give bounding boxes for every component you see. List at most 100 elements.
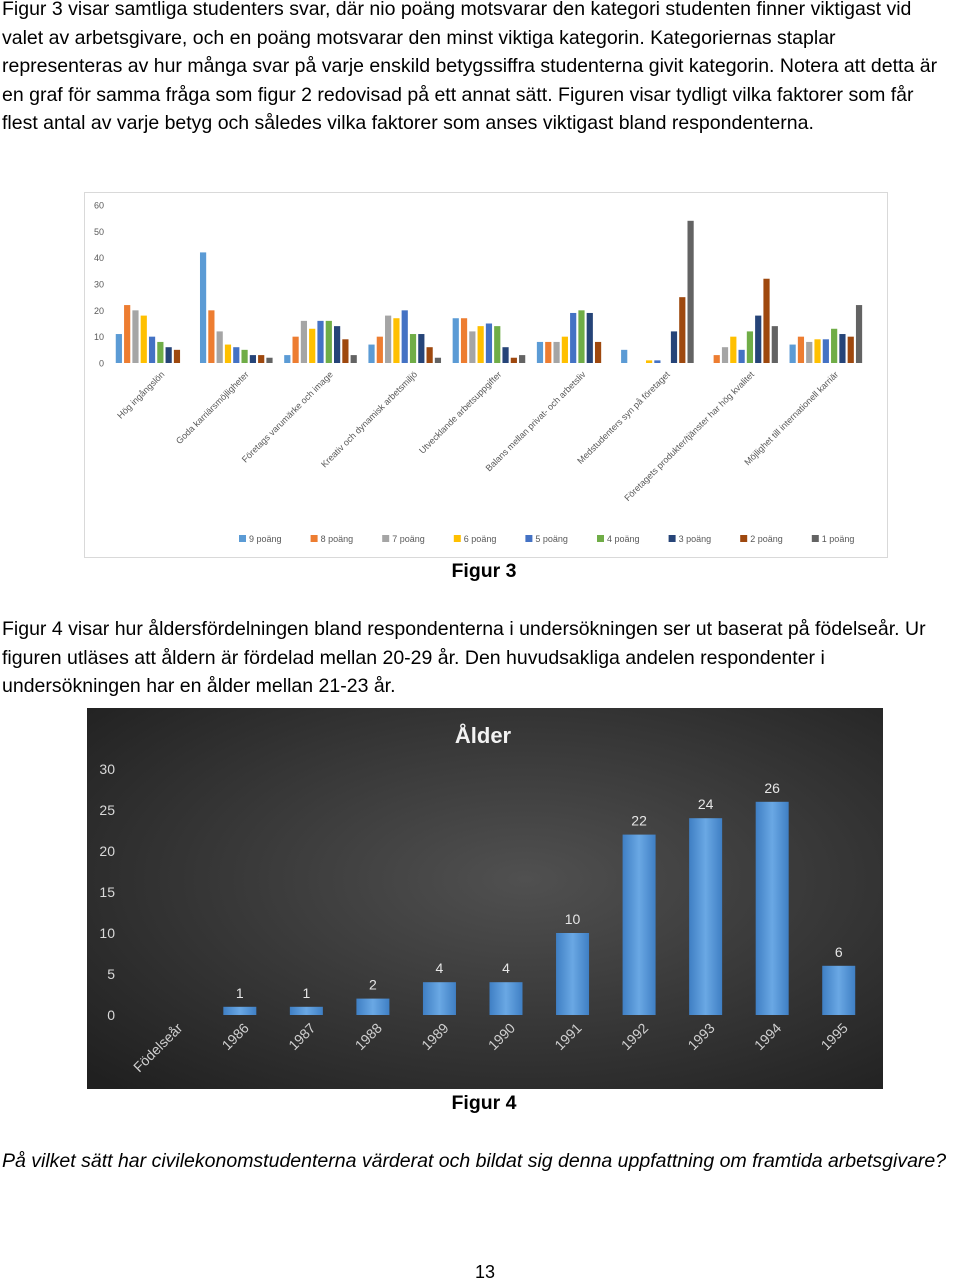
bar-8-poäng [208,310,215,363]
bar-3-poäng [502,347,509,363]
category-label: Goda karriärsmöjligheter [174,369,251,446]
bar-8-poäng [376,336,383,363]
bar-2-poäng [173,349,181,363]
legend-swatch [382,535,390,542]
page-number: 13 [474,1262,496,1282]
age-paragraph: Figur 4 visar hur åldersfördelningen bla… [2,618,926,697]
bar-3-poäng [670,331,678,363]
bar-5-poäng [401,310,408,363]
data-label: 4 [436,960,444,976]
legend-label: 2 poäng [750,534,783,544]
bar-1-poäng [434,357,442,363]
bar-7-poäng [469,331,476,363]
legend-swatch [668,535,676,542]
bar-2-poäng [763,278,770,363]
age-bar [689,818,723,1015]
legend-swatch [811,535,819,542]
bar-5-poäng [822,339,829,363]
bar-1-poäng [266,357,273,363]
category-label: Företags varumärke och image [240,369,335,464]
legend-label: 3 poäng [679,534,712,544]
data-label: 1 [302,985,310,1001]
figure-4-chart: Ålder 0 5 10 15 20 25 30 Födelseår 1 1986 1 1987 2 198… [87,708,883,1089]
age-bar [422,982,456,1015]
category-label: Medstudenters syn på företaget [575,369,672,466]
bar-2-poäng [510,357,517,363]
bar-4-poäng [325,320,332,363]
bar-8-poäng [124,305,131,363]
y-tick-label: 20 [94,306,104,316]
data-label: 24 [698,796,714,812]
age-bar [556,933,590,1015]
figure-3-caption: Figur 3 [451,560,517,582]
data-label: 10 [565,911,581,927]
legend-label: 5 poäng [535,534,568,544]
bar-5-poäng [148,336,156,363]
bar-9-poäng [536,341,544,363]
bar-9-poäng [621,349,628,363]
y-tick-label: 40 [94,253,104,263]
figure-3-svg: 0 10 20 30 40 50 60 Hög ingångslön Goda karriärs… [94,201,863,544]
age-bar [223,1006,257,1015]
category-label: Hög ingångslön [115,369,166,420]
bar-1-poäng [350,355,357,363]
bar-3-poäng [418,334,425,363]
category-label: Balans mellan privat- och arbetsliv [484,369,588,473]
figure-4-svg: Ålder051015202530Födelseår11986119872198… [87,708,883,1089]
bar-1-poäng [687,220,694,363]
legend-swatch [310,535,318,542]
bar-5-poäng [738,349,745,363]
data-label: 6 [835,944,843,960]
bar-4-poäng [494,326,501,363]
bar-5-poäng [233,347,240,363]
data-label: 1 [236,985,244,1001]
question-paragraph: På vilket sätt har civilekonomstudentern… [2,1150,947,1172]
category-label: Utvecklande arbetsuppgifter [417,369,503,455]
bar-5-poäng [654,360,661,363]
category-label: Kreativ och dynamisk arbetsmiljö [319,369,419,469]
bar-3-poäng [165,347,172,363]
y-tick-label: 15 [99,884,115,900]
bar-6-poäng [645,360,653,363]
bar-8-poäng [713,355,720,363]
legend-swatch [453,535,461,542]
legend-label: 1 poäng [822,534,855,544]
bar-2-poäng [847,336,854,363]
bar-6-poäng [309,328,316,363]
figure-4-caption: Figur 4 [451,1092,517,1114]
bar-3-poäng [334,326,341,363]
legend-swatch [525,535,533,542]
y-tick-label: 0 [107,1007,115,1023]
bar-9-poäng [452,318,459,363]
bar-8-poäng [292,336,299,363]
bar-6-poäng [561,336,568,363]
legend-label: 4 poäng [607,534,640,544]
bar-9-poäng [789,344,796,363]
bar-2-poäng [342,339,349,363]
bar-8-poäng [460,318,468,363]
bar-6-poäng [393,318,400,363]
bar-3-poäng [839,334,846,363]
bar-1-poäng [519,355,526,363]
bar-7-poäng [721,347,729,363]
bar-6-poäng [477,326,484,363]
bar-7-poäng [385,315,392,363]
bar-4-poäng [409,334,417,363]
y-tick-label: 60 [94,201,104,211]
bar-5-poäng [485,323,493,363]
bar-2-poäng [679,297,686,363]
bar-3-poäng [586,312,593,363]
age-bar [289,1006,323,1015]
y-tick-label: 50 [94,227,104,237]
bar-5-poäng [317,320,324,363]
bar-9-poäng [284,355,291,363]
y-tick-label: 0 [99,359,104,369]
bar-1-poäng [771,326,778,363]
bar-5-poäng [570,312,577,363]
category-label: Möjlighet till internationell karriär [742,369,840,467]
y-tick-label: 25 [99,802,115,818]
bar-7-poäng [553,341,560,363]
bar-6-poäng [730,336,737,363]
y-tick-label: 5 [107,966,115,982]
age-bar [356,998,390,1015]
